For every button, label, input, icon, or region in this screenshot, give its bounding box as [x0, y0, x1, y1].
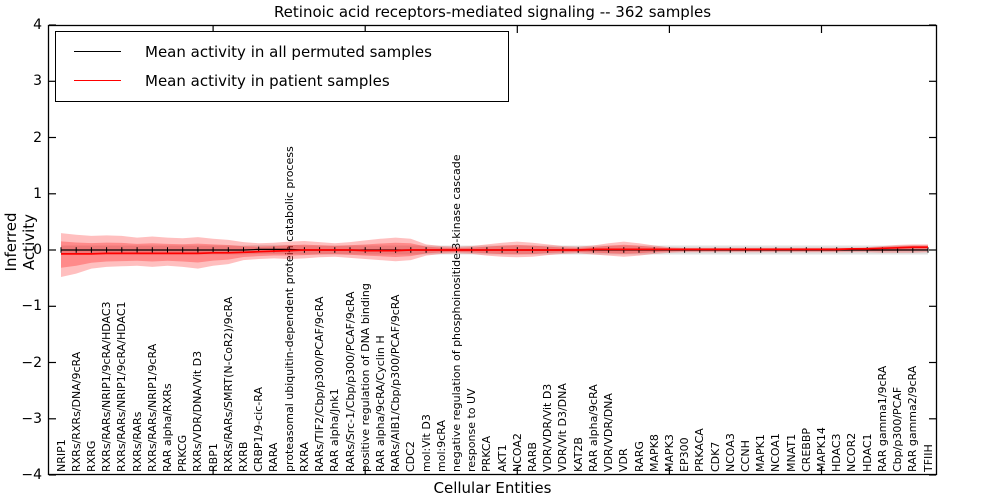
y-tick-label: 4 [33, 17, 42, 33]
chart-title: Retinoic acid receptors-mediated signali… [273, 3, 712, 21]
axes-frame [47, 24, 938, 476]
y-tick-label: 1 [33, 185, 42, 202]
patient-band-inner [61, 241, 928, 268]
patient-band-outer [61, 233, 928, 277]
y-tick-label: −2 [21, 354, 42, 371]
y-tick-label: 2 [33, 129, 42, 146]
y-tick-label: −3 [21, 410, 42, 427]
legend: Mean activity in all permuted samples Me… [55, 31, 509, 102]
patient-line-swatch [74, 80, 121, 81]
y-tick-label: −4 [21, 467, 42, 483]
y-tick-label: 0 [33, 242, 42, 258]
permuted-line-swatch [74, 51, 121, 52]
y-tick-label: 3 [33, 73, 42, 90]
x-axis-label: Cellular Entities [433, 479, 552, 497]
patient-mean-line [61, 246, 928, 255]
legend-item-permuted: Mean activity in all permuted samples [56, 37, 508, 66]
legend-label-permuted: Mean activity in all permuted samples [145, 42, 432, 61]
legend-label-patient: Mean activity in patient samples [145, 71, 390, 90]
y-tick-label: −1 [21, 298, 42, 315]
legend-item-patient: Mean activity in patient samples [56, 66, 508, 95]
